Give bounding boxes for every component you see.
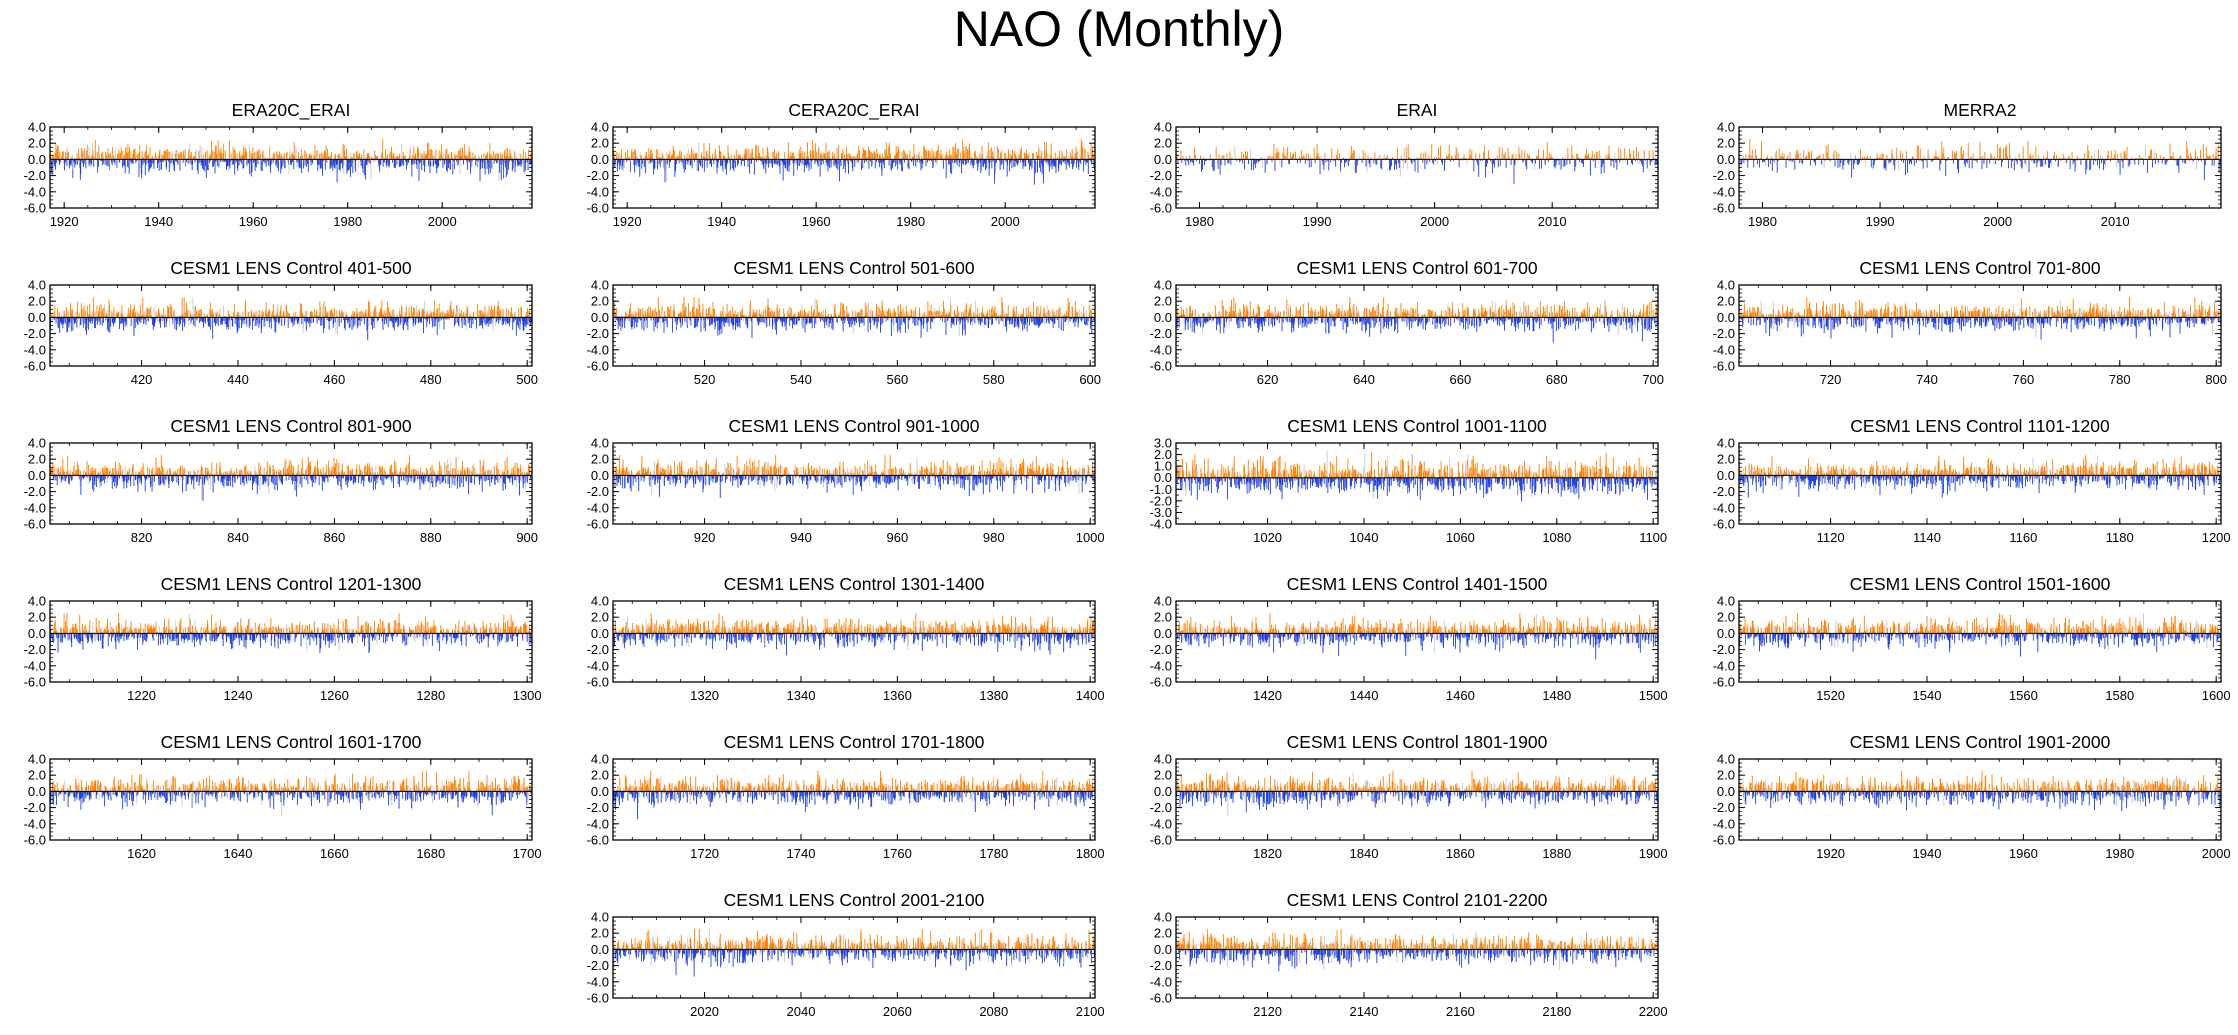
y-tick-label: -6.0 [24, 201, 46, 216]
panel-title: ERAI [1397, 100, 1438, 120]
x-tick-label: 1980 [1748, 214, 1777, 229]
y-tick-label: 4.0 [1717, 120, 1735, 135]
y-tick-label: -2.0 [587, 168, 609, 183]
x-tick-label: 1990 [1303, 214, 1332, 229]
x-tick-label: 1920 [50, 214, 79, 229]
figure-title: NAO (Monthly) [0, 0, 2238, 58]
y-tick-label: 2.0 [1717, 136, 1735, 151]
y-tick-label: 4.0 [591, 120, 609, 135]
panel-title: MERRA2 [1944, 100, 2017, 120]
y-tick-label: 0.0 [1717, 152, 1735, 167]
panel-title: ERA20C_ERAI [232, 100, 351, 121]
nao-panel: ERAI 4.02.00.0-2.0-4.0 -6.0 1980 1990 2000 201… [1150, 100, 1659, 229]
y-tick-label: 4.0 [1154, 120, 1172, 135]
x-tick-label: 2000 [1420, 214, 1449, 229]
y-tick-label: -2.0 [1713, 168, 1735, 183]
x-tick-label: 1990 [1866, 214, 1895, 229]
bar-series [612, 139, 1096, 185]
y-tick-label: -6.0 [1713, 201, 1735, 216]
y-tick-label: -6.0 [587, 201, 609, 216]
y-tick-label: 0.0 [28, 152, 46, 167]
x-tick-label: 1960 [802, 214, 831, 229]
y-tick-label: -4.0 [24, 184, 46, 199]
x-tick-label: 1920 [613, 214, 642, 229]
x-tick-label: 2000 [428, 214, 457, 229]
y-tick-label: 2.0 [1154, 136, 1172, 151]
y-tick-label: 0.0 [591, 152, 609, 167]
y-tick-label: 2.0 [591, 136, 609, 151]
plot-frame [1175, 126, 1659, 209]
bar-series [1175, 142, 1658, 184]
nao-panel: ERA20C_ERAI 4.02.00.0-2.0-4.0 -6.0 1920 1940… [24, 100, 533, 229]
x-tick-label: 2000 [991, 214, 1020, 229]
x-tick-label: 1980 [333, 214, 362, 229]
y-tick-label: -4.0 [587, 184, 609, 199]
y-tick-label: 2.0 [28, 136, 46, 151]
x-tick-label: 1940 [707, 214, 736, 229]
y-tick-label: -2.0 [1150, 168, 1172, 183]
nao-panel: MERRA2 4.02.00.0-2.0-4.0 -6.0 1980 1990 2000 2… [1713, 100, 2222, 229]
nao-panel: CERA20C_ERAI 4.02.00.0-2.0-4.0 -6.0 1920 194… [587, 100, 1096, 229]
panel-title: CERA20C_ERAI [788, 100, 919, 121]
plot-frame [1738, 126, 2222, 209]
bar-series [49, 297, 533, 341]
x-tick-label: 2010 [1538, 214, 1567, 229]
nao-panel: CESM1 LENS Control 401-5004.02.00.0-2.0-… [24, 258, 538, 387]
y-tick-label: -2.0 [24, 168, 46, 183]
y-tick-label: -4.0 [1150, 184, 1172, 199]
y-tick-label: 4.0 [28, 120, 46, 135]
y-tick-label: -4.0 [1713, 184, 1735, 199]
x-tick-label: 1940 [144, 214, 173, 229]
x-tick-label: 2000 [1983, 214, 2012, 229]
panel-title: CESM1 LENS Control 401-500 [170, 258, 411, 278]
x-tick-label: 1960 [239, 214, 268, 229]
x-tick-label: 1980 [1185, 214, 1214, 229]
x-tick-label: 2010 [2101, 214, 2130, 229]
x-tick-label: 1980 [896, 214, 925, 229]
bar-series [49, 139, 533, 183]
y-tick-label: -6.0 [1150, 201, 1172, 216]
y-tick-label: 0.0 [1154, 152, 1172, 167]
